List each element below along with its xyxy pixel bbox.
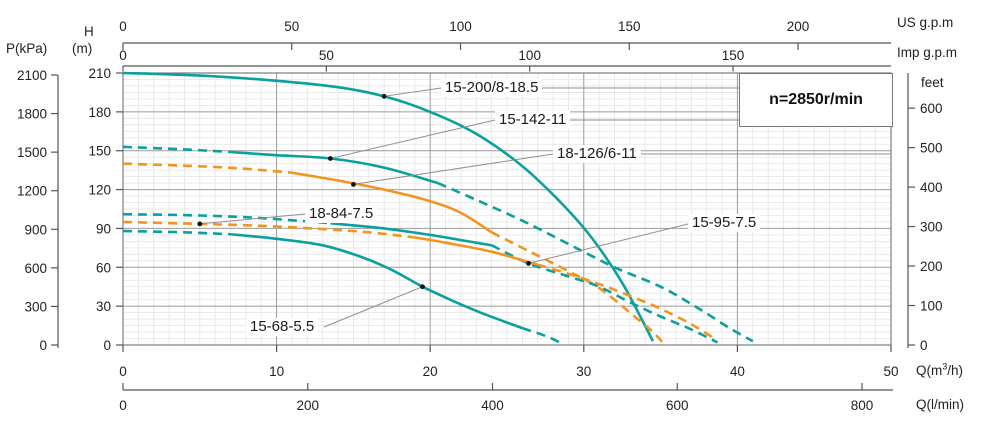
curve-label-15-142-11: 15-142-11 <box>495 111 571 129</box>
flow-m3h-axis-label: Q(m3/h) <box>916 361 964 378</box>
leader-line <box>199 213 306 225</box>
leader-line <box>353 153 554 185</box>
feet-tick-label: 600 <box>920 101 943 116</box>
q-m3h-tick-label: 50 <box>883 364 898 379</box>
q-lmin-tick-label: 200 <box>296 398 319 413</box>
q-lmin-tick-label: 0 <box>119 398 127 413</box>
curve-label-15-95-7-5: 15-95-7.5 <box>688 214 761 232</box>
q-m3h-tick-label: 40 <box>730 364 745 379</box>
curve-15-95-7.5 <box>122 212 331 225</box>
curve-label-18-126-6-11: 18-126/6-11 <box>553 145 641 163</box>
leader-line <box>384 87 442 97</box>
leader-line <box>323 286 423 328</box>
curve-15-68-5.5 <box>230 232 523 330</box>
curve-label-18-84-7-5: 18-84-7.5 <box>305 205 378 223</box>
pressure-tick-label: 2100 <box>17 68 47 83</box>
leader-dot <box>351 181 356 187</box>
pressure-axis-label: P(kPa) <box>6 41 48 56</box>
pressure-tick-label: 600 <box>24 261 47 276</box>
q-m3h-tick-label: 30 <box>576 364 591 379</box>
leader-dot <box>197 221 203 227</box>
imp-gpm-axis-label: Imp g.p.m <box>897 45 958 60</box>
plot-frame <box>122 72 892 346</box>
curve-15-200/8-18.5 <box>122 71 655 342</box>
pressure-tick-label: 300 <box>24 299 47 314</box>
q-lmin-tick-label: 800 <box>851 398 874 413</box>
head-tick-label: 180 <box>88 105 111 120</box>
pressure-tick-label: 1800 <box>17 107 47 122</box>
curve-18-126/6-11 <box>491 231 665 345</box>
pressure-tick-label: 1500 <box>17 145 47 160</box>
us-gpm-axis-label: US g.p.m <box>897 15 954 30</box>
speed-annotation: n=2850r/min <box>769 91 863 108</box>
curve-15-68-5.5 <box>521 326 563 345</box>
imp-gpm-tick-label: 0 <box>119 48 127 63</box>
leader-dot <box>526 261 531 266</box>
curve-18-84-7.5 <box>122 220 415 239</box>
curve-18-84-7.5 <box>537 263 716 340</box>
feet-tick-label: 500 <box>920 141 943 156</box>
head-axis-unit: (m) <box>72 41 93 56</box>
curve-label-15-68-5-5: 15-68-5.5 <box>246 318 319 336</box>
curve-label-15-200-8-18-5: 15-200/8-18.5 <box>441 79 543 97</box>
us-gpm-tick-label: 0 <box>119 19 127 34</box>
q-m3h-tick-label: 0 <box>119 364 127 379</box>
speed-annotation-box: n=2850r/min <box>739 73 893 127</box>
head-axis-label: H <box>84 24 94 39</box>
leader-dot <box>381 93 387 99</box>
curve-15-142-11 <box>122 145 231 154</box>
feet-axis-label: feet <box>921 75 944 90</box>
q-m3h-tick-label: 10 <box>269 364 284 379</box>
us-gpm-tick-label: 150 <box>618 19 641 34</box>
curve-15-68-5.5 <box>122 229 231 236</box>
q-lmin-tick-label: 600 <box>666 398 689 413</box>
feet-tick-label: 300 <box>920 220 943 235</box>
feet-tick-label: 200 <box>920 259 943 274</box>
curve-15-142-11 <box>437 181 754 343</box>
curve-18-84-7.5 <box>414 236 539 266</box>
us-gpm-tick-label: 200 <box>787 19 810 34</box>
q-m3h-tick-label: 20 <box>423 364 438 379</box>
feet-tick-label: 400 <box>920 180 943 195</box>
imp-gpm-tick-label: 100 <box>518 48 541 63</box>
pressure-tick-label: 900 <box>24 222 47 237</box>
curve-15-95-7.5 <box>491 244 718 344</box>
leader-dot <box>327 156 333 161</box>
flow-lmin-axis-label: Q(l/min) <box>916 397 964 412</box>
us-gpm-tick-label: 50 <box>284 19 299 34</box>
pressure-tick-label: 0 <box>39 338 47 353</box>
feet-tick-label: 100 <box>920 299 943 314</box>
us-gpm-tick-label: 100 <box>449 19 472 34</box>
head-tick-label: 30 <box>96 299 111 314</box>
head-tick-label: 60 <box>96 260 111 275</box>
head-tick-label: 90 <box>96 221 111 236</box>
leader-dot <box>420 284 425 290</box>
curve-18-126/6-11 <box>291 171 493 234</box>
head-tick-label: 0 <box>103 338 111 353</box>
curve-15-95-7.5 <box>330 221 492 247</box>
curve-18-126/6-11 <box>122 162 293 174</box>
imp-gpm-tick-label: 150 <box>722 48 745 63</box>
leader-line <box>330 119 496 159</box>
feet-tick-label: 0 <box>920 338 928 353</box>
head-tick-label: 210 <box>88 66 111 81</box>
imp-gpm-tick-label: 50 <box>319 48 334 63</box>
head-tick-label: 120 <box>88 183 111 198</box>
pressure-tick-label: 1200 <box>17 184 47 199</box>
leader-line <box>528 223 689 264</box>
q-lmin-tick-label: 400 <box>481 398 504 413</box>
head-tick-label: 150 <box>88 144 111 159</box>
